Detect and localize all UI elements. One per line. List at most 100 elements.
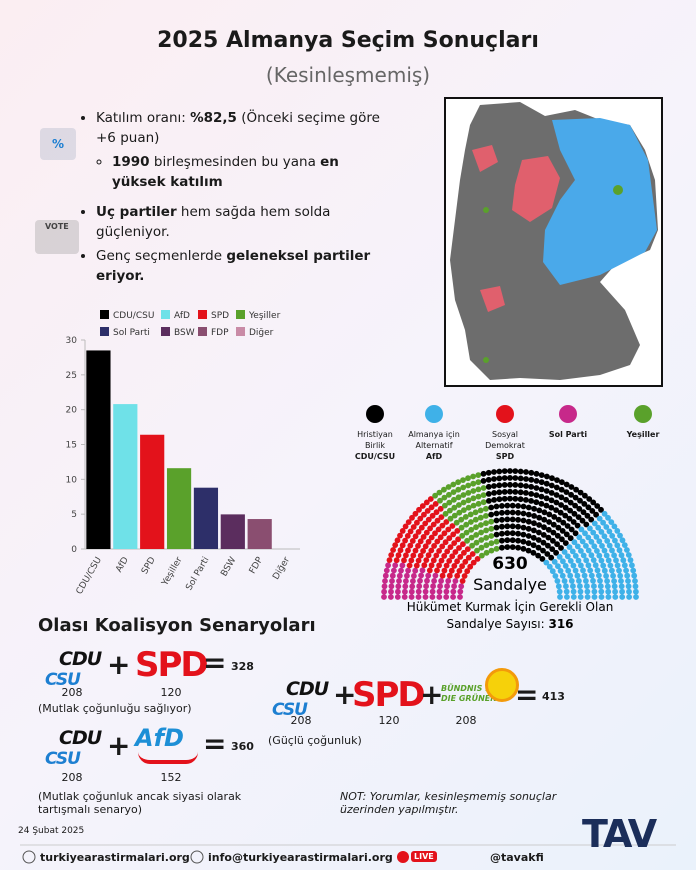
seat xyxy=(439,543,446,550)
seat xyxy=(509,502,516,509)
seat xyxy=(523,497,529,503)
seat xyxy=(432,492,438,499)
seat xyxy=(438,557,445,564)
seat xyxy=(577,594,584,600)
seat xyxy=(588,552,595,559)
seat xyxy=(630,567,637,574)
seat xyxy=(512,482,519,488)
seat xyxy=(483,542,490,549)
scenario-note: (Mutlak çoğunluğu sağlıyor) xyxy=(38,702,192,715)
seat xyxy=(604,538,611,544)
seat xyxy=(452,578,459,584)
legend-item: Yeşiller xyxy=(603,405,683,440)
seat xyxy=(415,594,422,600)
seat xyxy=(456,545,462,551)
seat xyxy=(591,588,598,595)
seat xyxy=(457,554,464,560)
seat xyxy=(443,519,450,525)
logo-spd: SPD xyxy=(352,675,426,715)
seat xyxy=(507,495,513,502)
seat xyxy=(571,510,578,517)
seat xyxy=(548,504,555,511)
seat xyxy=(491,490,497,496)
seat xyxy=(464,537,470,544)
legend-label: SPD xyxy=(211,311,229,321)
seat xyxy=(422,594,429,600)
map-dot xyxy=(483,207,489,213)
seat xyxy=(423,529,430,536)
seat xyxy=(555,516,562,523)
seat xyxy=(441,530,448,537)
logo-cdu: CDU CSU xyxy=(272,678,329,720)
seat xyxy=(607,562,614,569)
subtitle: (Kesinleşmemiş) xyxy=(265,63,431,87)
seat xyxy=(517,468,524,475)
seat xyxy=(454,528,461,534)
seat xyxy=(609,547,615,554)
legend-swatch xyxy=(100,310,109,319)
seat xyxy=(590,529,597,536)
seat xyxy=(425,552,432,559)
seat xyxy=(548,482,555,489)
seat xyxy=(493,503,500,510)
seat xyxy=(584,583,590,590)
seat xyxy=(439,522,446,529)
seat xyxy=(382,578,388,584)
seat xyxy=(424,577,430,584)
seat xyxy=(579,538,586,545)
seat xyxy=(536,522,542,528)
seat xyxy=(618,583,625,590)
seat xyxy=(584,588,591,595)
seat xyxy=(417,552,424,559)
seat xyxy=(442,502,448,509)
bar xyxy=(220,514,245,549)
seat xyxy=(412,510,419,517)
seat xyxy=(523,476,529,482)
legend-name: SPD xyxy=(495,452,515,461)
seat xyxy=(558,502,564,508)
seat xyxy=(578,548,584,554)
seat xyxy=(616,547,623,554)
seat xyxy=(423,499,430,506)
email: info@turkiyearastirmalari.org xyxy=(208,851,393,864)
total: 360 xyxy=(231,740,254,753)
seat xyxy=(570,588,577,595)
seat xyxy=(520,510,527,517)
seat xyxy=(403,578,409,584)
bullets: Katılım oranı: %82,5 (Önceki seçime göre… xyxy=(90,108,390,290)
seat xyxy=(407,528,414,535)
seat xyxy=(626,594,632,600)
seat xyxy=(381,583,388,590)
seat xyxy=(567,535,574,542)
seat xyxy=(618,552,625,559)
seat xyxy=(388,552,395,558)
seat xyxy=(431,543,437,549)
bar xyxy=(166,468,192,549)
seat xyxy=(604,583,611,590)
seat xyxy=(399,528,406,534)
y-tick-label: 15 xyxy=(66,441,77,451)
seat xyxy=(543,502,550,509)
seat xyxy=(423,557,430,563)
seat xyxy=(418,524,425,531)
operator: + xyxy=(333,678,357,711)
seat xyxy=(531,527,537,534)
seat xyxy=(463,529,470,536)
mail-icon xyxy=(190,850,204,864)
seat xyxy=(568,526,575,533)
seat xyxy=(565,567,572,574)
map-east xyxy=(543,118,657,285)
seat xyxy=(408,594,415,600)
seat xyxy=(433,552,440,559)
bar xyxy=(193,487,219,549)
seat xyxy=(403,552,409,559)
seat xyxy=(412,547,419,554)
legend-name: AfD xyxy=(425,452,443,461)
seat xyxy=(427,525,433,532)
seat xyxy=(591,594,598,600)
seat xyxy=(391,567,397,574)
seat xyxy=(394,594,401,600)
seat xyxy=(504,523,511,530)
seat xyxy=(555,563,561,570)
seat xyxy=(461,507,467,513)
